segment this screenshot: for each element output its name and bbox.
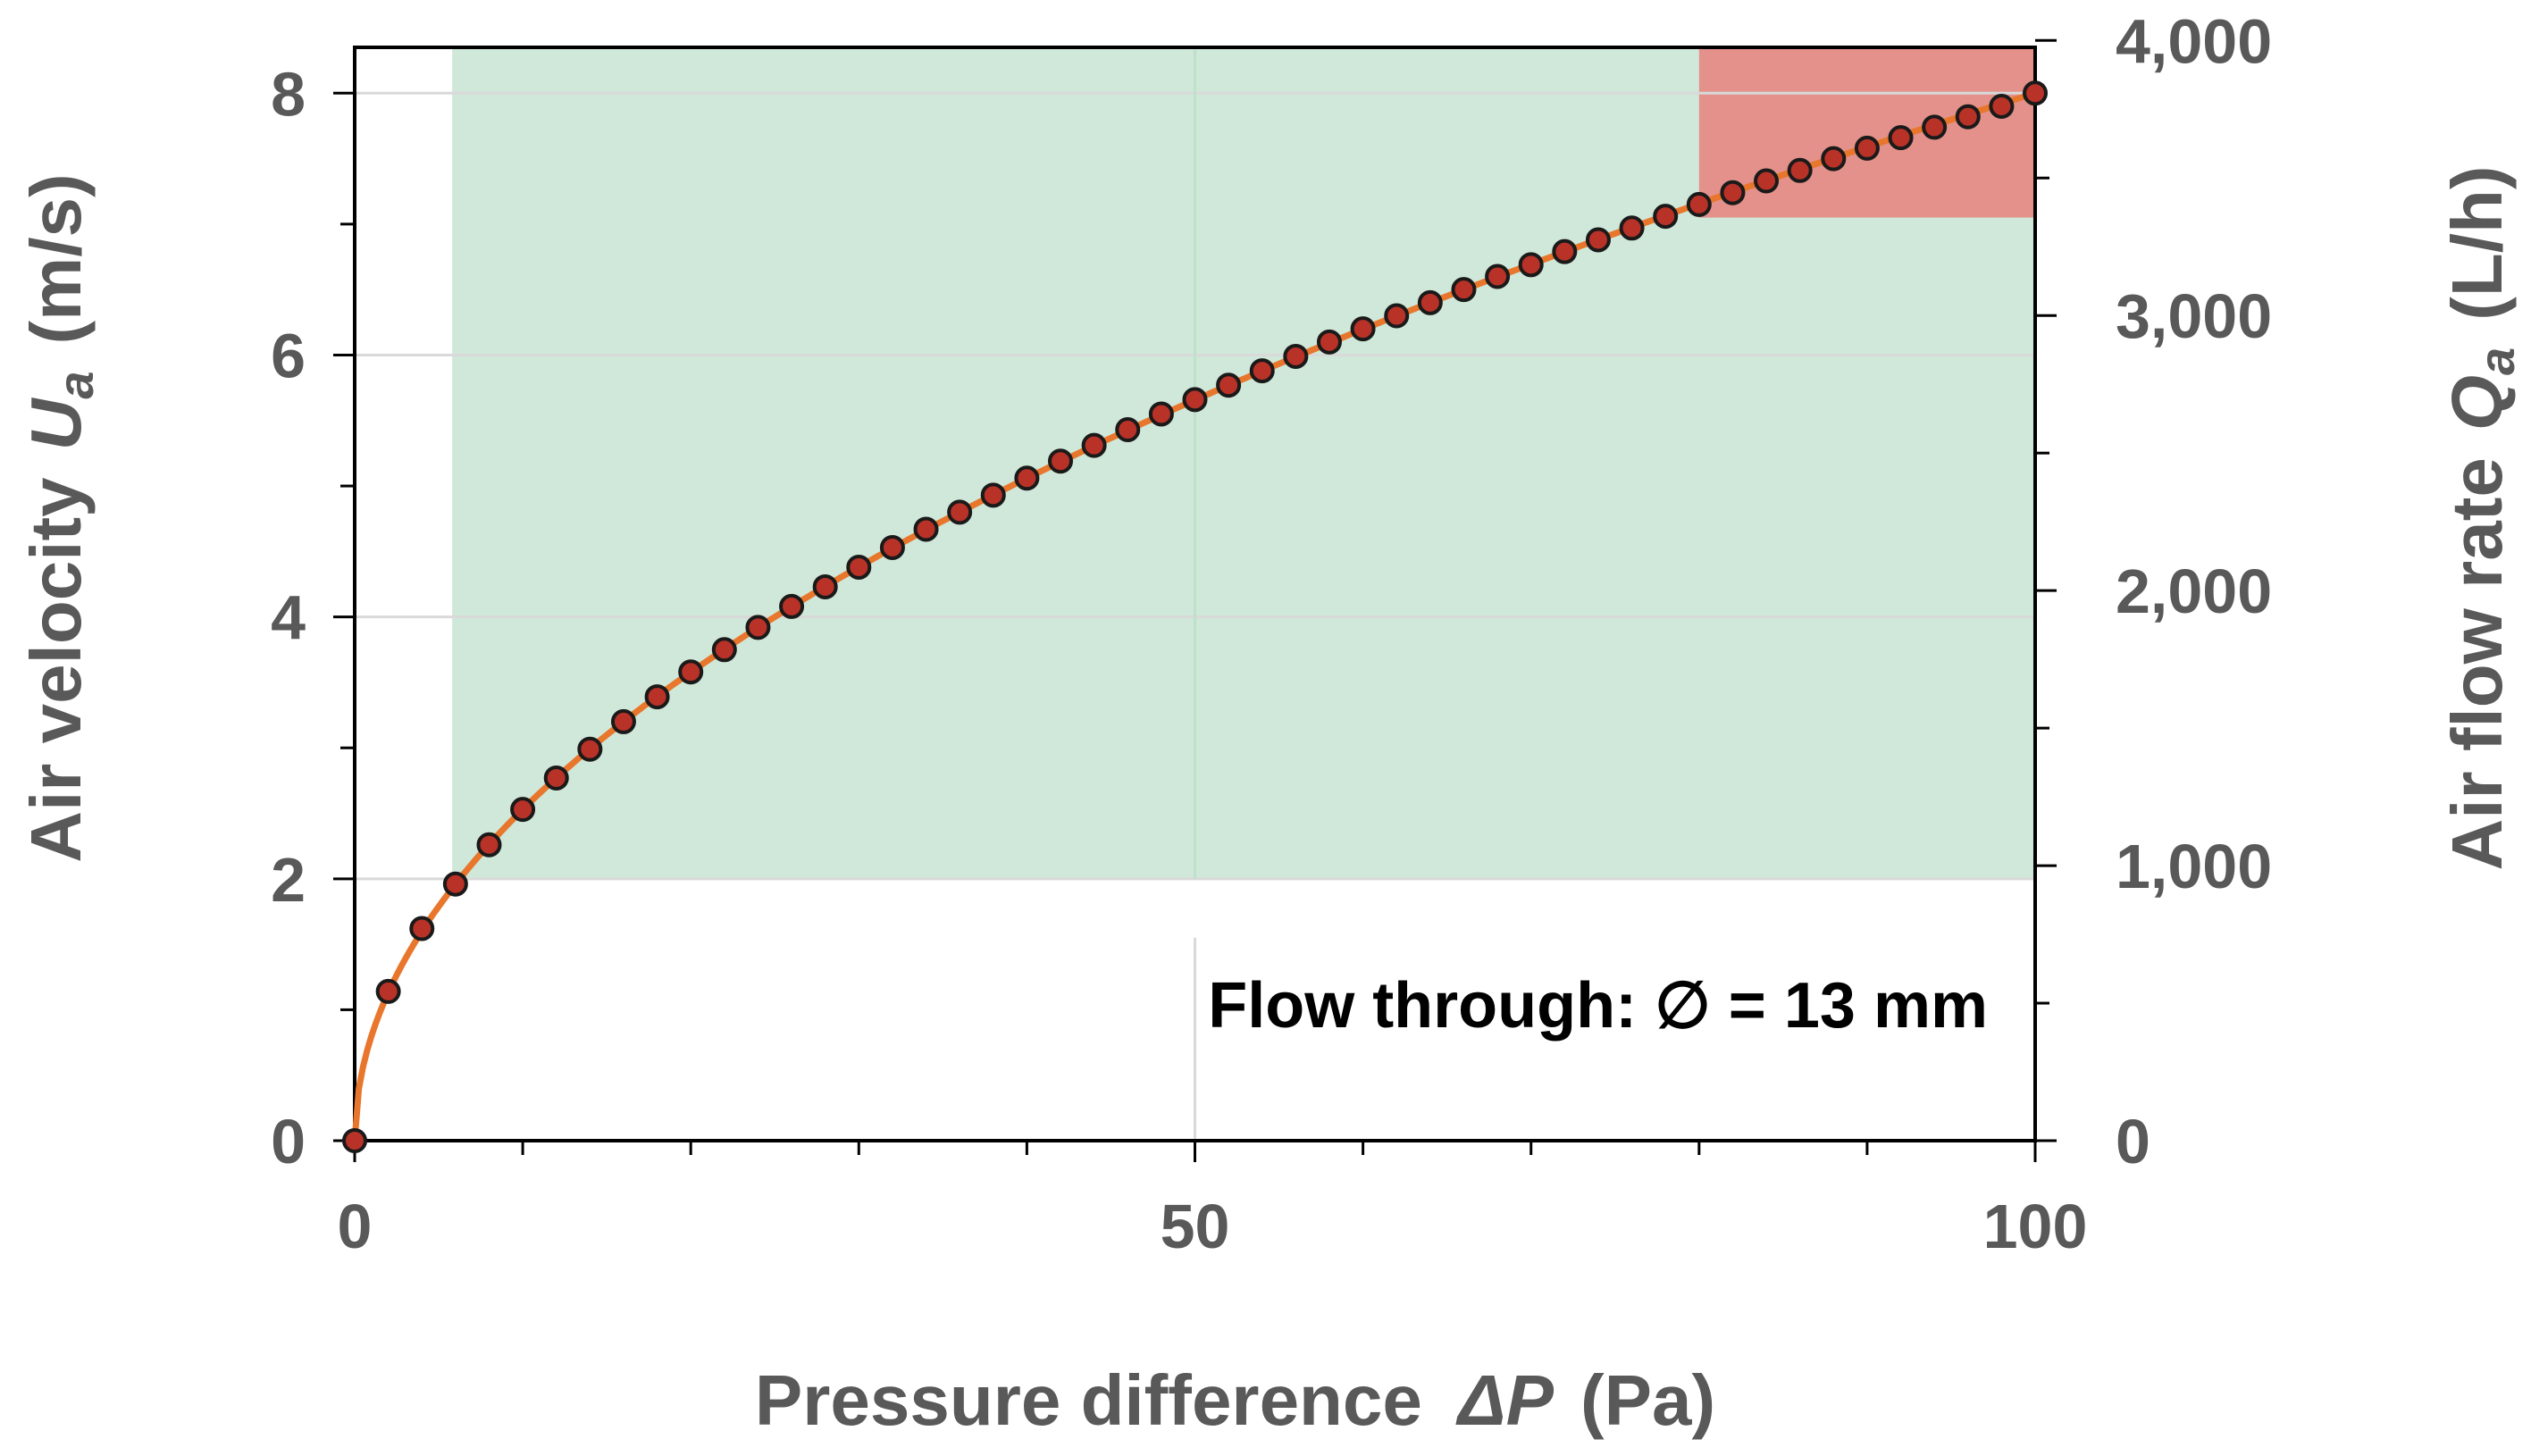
y-left-axis-title: Air velocity Ua (m/s) (16, 173, 104, 862)
data-point (1384, 303, 1410, 329)
data-point (442, 871, 468, 897)
data-point (1787, 157, 1813, 183)
x-tick-label: 0 (338, 1192, 373, 1261)
y-left-tick-label: 0 (271, 1107, 306, 1176)
data-point (1888, 125, 1914, 151)
y-right-tick-labels: 0 1,000 2,000 3,000 4,000 (2116, 6, 2272, 1176)
data-point (1249, 358, 1275, 384)
data-point (476, 832, 502, 858)
data-point (342, 1128, 367, 1153)
y-right-axis-title: Air flow rate Qa (L/h) (2437, 166, 2525, 871)
y-right-tick-label: 4,000 (2116, 6, 2272, 76)
data-point (543, 765, 569, 791)
y-left-tick-label: 4 (271, 583, 306, 653)
data-point (1585, 227, 1611, 253)
data-point (1955, 104, 1981, 130)
data-point (409, 916, 435, 941)
x-axis-title-unit: (Pa) (1580, 1360, 1715, 1440)
data-point (1451, 277, 1477, 303)
data-point (678, 659, 704, 685)
data-point (1148, 401, 1174, 427)
data-point (2023, 80, 2048, 106)
data-point (812, 573, 838, 599)
red-zone (1698, 47, 2035, 218)
y-left-tick-label: 6 (271, 321, 306, 390)
y-right-tick-label: 2,000 (2116, 556, 2272, 626)
y-left-tick-label: 8 (271, 59, 306, 129)
y-right-axis-title-unit: (L/h) (2437, 166, 2517, 321)
data-point (1182, 387, 1208, 413)
y-left-axis-title-unit: (m/s) (16, 173, 96, 344)
data-point (1518, 252, 1544, 278)
y-left-axis-title-main: Air velocity (16, 477, 96, 863)
x-tick-label: 50 (1161, 1192, 1230, 1261)
x-tick-labels: 0 50 100 (338, 1192, 2088, 1261)
data-point (980, 482, 1006, 508)
data-point (1417, 289, 1443, 315)
data-point (1081, 432, 1107, 458)
y-left-tick-labels: 0 2 4 6 8 (271, 59, 306, 1176)
data-point (1854, 135, 1880, 161)
y-right-axis-title-symbol: Q (2437, 375, 2517, 431)
y-left-axis-title-symbol: U (16, 397, 96, 450)
data-point (846, 554, 872, 580)
data-point (1350, 316, 1376, 342)
data-point (577, 736, 603, 762)
data-point (711, 637, 737, 663)
data-point (779, 593, 805, 619)
x-axis-title-main: Pressure difference (755, 1360, 1422, 1440)
y-right-tick-label: 3,000 (2116, 281, 2272, 351)
data-point (1216, 372, 1242, 398)
y-right-tick-label: 1,000 (2116, 832, 2272, 901)
x-tick-label: 100 (1983, 1192, 2088, 1261)
y-left-tick-label: 2 (271, 845, 306, 915)
data-point (1552, 238, 1578, 264)
data-point (1989, 93, 2015, 119)
data-point (644, 684, 670, 710)
data-point (510, 797, 536, 823)
data-point (1821, 146, 1847, 172)
y-left-axis-title-subscript: a (47, 371, 104, 398)
data-point (879, 534, 905, 560)
data-point (1922, 114, 1948, 140)
data-point (1653, 204, 1679, 230)
gridlines (355, 47, 2035, 1141)
data-point (1014, 465, 1040, 491)
data-point (1754, 168, 1780, 194)
data-point (375, 978, 401, 1004)
data-point (1619, 215, 1645, 241)
x-axis-title-symbol: ΔP (1455, 1360, 1555, 1440)
data-point (947, 499, 973, 525)
data-point (1283, 343, 1309, 369)
annotation: Flow through: ∅ = 13 mm (1208, 970, 1988, 1042)
x-axis-title: Pressure difference ΔP (Pa) (755, 1360, 1715, 1440)
y-right-tick-label: 0 (2116, 1107, 2150, 1176)
data-point (1686, 191, 1712, 217)
data-point (1720, 180, 1746, 205)
data-points (342, 80, 2048, 1153)
y-right-axis-title-subscript: a (2468, 347, 2525, 375)
data-point (1316, 329, 1342, 355)
data-point (1048, 448, 1074, 474)
y-right-axis-title-main: Air flow rate (2437, 457, 2517, 870)
data-point (745, 615, 771, 640)
data-point (1115, 417, 1141, 443)
data-point (610, 708, 636, 734)
data-point (913, 516, 939, 542)
data-point (1485, 264, 1511, 289)
